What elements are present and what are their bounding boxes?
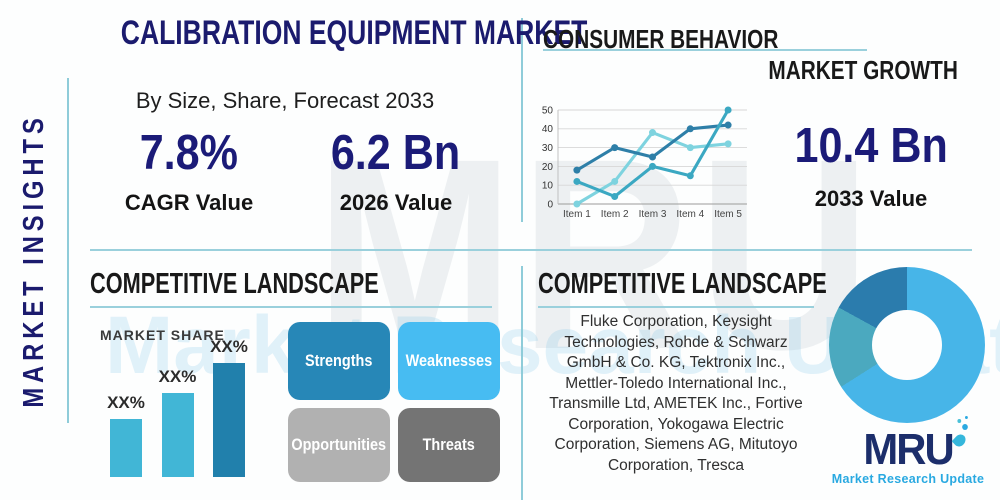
mru-logo-tagline: Market Research Update	[831, 472, 985, 486]
swot-cell-weaknesses: Weaknesses	[398, 322, 500, 400]
swot-cell-label: Weaknesses	[405, 351, 493, 370]
teal-series-line	[575, 108, 730, 199]
base-year-value-text: 6.2 Bn	[331, 126, 461, 180]
market-share-bar	[161, 393, 194, 477]
x-tick-label: Item 2	[601, 209, 629, 220]
swot-grid: Strengths Weaknesses Opportunities Threats	[288, 322, 500, 482]
y-tick-label: 30	[542, 143, 554, 154]
swot-cell-strengths: Strengths	[288, 322, 390, 400]
page-title-text: CALIBRATION EQUIPMENT MARKET	[120, 14, 588, 52]
data-point	[649, 153, 656, 161]
market-share-bar	[110, 419, 142, 477]
y-tick-label: 20	[542, 162, 554, 173]
competitive-landscape-left-heading: COMPETITIVE LANDSCAPE	[90, 268, 475, 301]
bar-value-label: XX%	[158, 367, 197, 386]
base-year-value: 6.2 Bn	[301, 125, 491, 181]
competitive-left-underline	[90, 306, 492, 308]
competitive-landscape-right-heading-text: COMPETITIVE LANDSCAPE	[538, 268, 827, 300]
company-list-line: Technologies, Rohde & Schwarz	[564, 333, 788, 351]
page-subtitle: By Size, Share, Forecast 2033	[135, 88, 435, 113]
x-tick-label: Item 4	[676, 209, 704, 220]
market-growth-heading-text: MARKET GROWTH	[768, 55, 958, 85]
cagr-value: 7.8%	[94, 125, 284, 181]
logo-droplet-icon	[951, 432, 968, 449]
company-list-line: Fluke Corporation, Keysight	[580, 313, 772, 330]
company-list: Fluke Corporation, Keysight Technologies,…	[528, 312, 824, 476]
data-point	[686, 125, 694, 133]
swot-cell-label: Threats	[422, 435, 476, 454]
bar-value-label: XX%	[107, 393, 145, 412]
market-insights-text: MARKET INSIGHTS	[17, 112, 50, 408]
market-share-bar-chart: XX% XX% XX%	[90, 330, 260, 477]
y-tick-label: 40	[542, 124, 554, 135]
company-list-line: Mettler-Toledo International Inc.,	[565, 374, 787, 392]
swot-cell-label: Opportunities	[291, 435, 387, 454]
data-point	[611, 177, 619, 185]
y-tick-label: 50	[542, 105, 554, 116]
mru-logo-abbr-text: MRU	[863, 425, 954, 474]
horizontal-divider	[90, 249, 972, 251]
forecast-label: 2033 Value	[814, 186, 928, 211]
data-point	[686, 144, 694, 152]
consumer-behavior-line-chart: 0 10 20 30 40 50 Item 1 Item 2 Item 3 Item 4 Item …	[542, 105, 747, 220]
left-vertical-divider	[67, 78, 69, 423]
competitive-landscape-left-heading-text: COMPETITIVE LANDSCAPE	[90, 268, 379, 300]
consumer-behavior-heading: CONSUMER BEHAVIOR	[543, 24, 837, 55]
company-list-line: Corporation, Yokogawa Electric	[568, 415, 784, 433]
data-point	[724, 106, 732, 114]
mru-logo-abbr: MRU	[863, 416, 968, 474]
data-point	[573, 200, 581, 208]
data-point	[611, 144, 619, 152]
competitive-right-underline	[538, 306, 814, 308]
market-growth-heading: MARKET GROWTH	[700, 55, 958, 86]
forecast-value-text: 10.4 Bn	[794, 119, 948, 173]
y-tick-label: 10	[542, 181, 554, 192]
mru-logo: MRU Market Research Update	[820, 416, 996, 486]
data-point	[686, 172, 694, 180]
logo-splash-dot-icon	[957, 419, 962, 423]
base-year-label: 2026 Value	[339, 190, 453, 215]
company-list-line: Corporation, Siemens AG, Mitutoyo	[554, 436, 798, 453]
cagr-label: CAGR Value	[124, 190, 254, 215]
competitive-landscape-right-heading: COMPETITIVE LANDSCAPE	[538, 268, 923, 301]
page-title: CALIBRATION EQUIPMENT MARKET	[55, 14, 588, 53]
data-point	[724, 121, 732, 129]
consumer-behavior-heading-text: CONSUMER BEHAVIOR	[543, 24, 779, 54]
data-point	[649, 162, 656, 170]
logo-splash-dot-icon	[962, 424, 968, 430]
donut-hole	[872, 310, 942, 380]
x-tick-label: Item 3	[639, 209, 667, 220]
market-share-label: MARKET SHARE	[100, 327, 225, 343]
x-tick-label: Item 1	[563, 209, 591, 220]
consumer-behavior-underline	[543, 49, 867, 51]
data-point	[611, 192, 619, 200]
market-share-donut-chart	[829, 267, 985, 423]
swot-cell-opportunities: Opportunities	[288, 408, 390, 482]
market-insights-side-label: MARKET INSIGHTS	[10, 95, 58, 425]
forecast-value: 10.4 Bn	[778, 118, 964, 174]
cagr-value-text: 7.8%	[139, 126, 239, 180]
swot-cell-label: Strengths	[305, 351, 373, 370]
market-share-bar	[213, 363, 245, 477]
top-middle-vertical-divider	[521, 18, 523, 222]
x-tick-label: Item 5	[714, 209, 742, 220]
company-list-line: GmbH & Co. KG, Tektronix Inc.,	[566, 354, 786, 371]
y-tick-label: 0	[547, 199, 553, 210]
data-point	[573, 166, 581, 174]
company-list-line: Corporation, Tresca	[607, 456, 745, 474]
bar-value-label: XX%	[210, 337, 248, 356]
swot-cell-threats: Threats	[398, 408, 500, 482]
company-list-line: Transmille Ltd, AMETEK Inc., Fortive	[549, 395, 803, 412]
data-point	[649, 129, 656, 137]
logo-splash-dot-icon	[964, 416, 968, 419]
bottom-middle-vertical-divider	[521, 266, 523, 500]
data-point	[724, 140, 732, 148]
data-point	[573, 177, 581, 185]
